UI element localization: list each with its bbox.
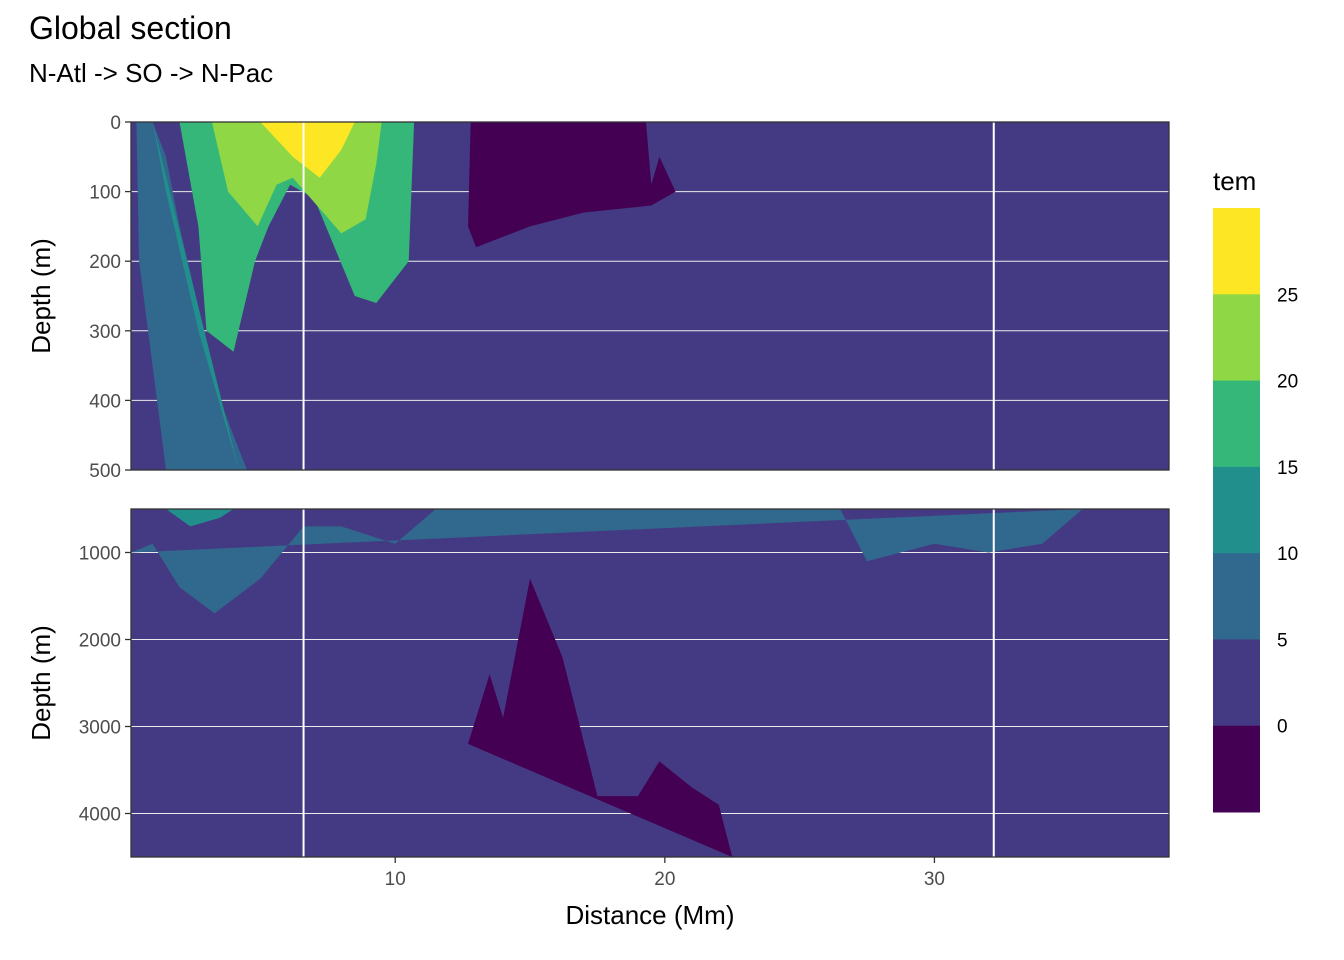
y-tick-label: 500 [89,461,121,482]
panel-upper [130,121,1170,471]
chart-subtitle: N-Atl -> SO -> N-Pac [29,58,274,88]
x-tick-label: 30 [924,869,945,890]
y-axis-title: Depth (m) [26,238,56,354]
chart-title: Global section [29,10,232,46]
y-tick-label: 400 [89,391,121,412]
legend-label: 15 [1277,458,1298,479]
legend-label: 0 [1277,717,1288,738]
contour-region-25 [260,122,355,178]
legend-key-< 0 [1213,725,1260,813]
y-tick-label: 4000 [79,805,121,826]
panel-border [130,121,1170,471]
legend-label: 25 [1277,285,1298,306]
legend-key-20-25 [1213,294,1260,382]
legend-label: 20 [1277,372,1298,393]
x-tick-label: 20 [654,869,675,890]
legend-key-> 25 [1213,208,1260,295]
y-tick-label: 3000 [79,718,121,739]
cold-water-region [468,122,676,248]
panel-border [130,508,1170,858]
legend-label: 10 [1277,544,1298,565]
y-tick-label: 2000 [79,631,121,652]
contour-region-10 [166,509,234,527]
y-tick-label: 300 [89,322,121,343]
legend-title: tem [1213,166,1256,196]
y-tick-label: 1000 [79,544,121,565]
contour-region-5 [131,122,247,470]
legend-label: 5 [1277,630,1288,651]
x-axis-title: Distance (Mm) [565,900,734,930]
legend-key-10-15 [1213,466,1260,554]
y-axis-title: Depth (m) [26,625,56,741]
contour-region-0 [468,578,733,857]
contour-region-10 [152,122,239,470]
x-tick-label: 10 [385,869,406,890]
contour-region-5 [131,509,1083,614]
legend-key-15-20 [1213,380,1260,468]
y-tick-label: 200 [89,252,121,273]
legend-key-0-5 [1213,639,1260,727]
panel-lower [130,508,1170,858]
legend-key-5-10 [1213,553,1260,640]
y-tick-label: 0 [110,113,121,134]
y-tick-label: 100 [89,183,121,204]
